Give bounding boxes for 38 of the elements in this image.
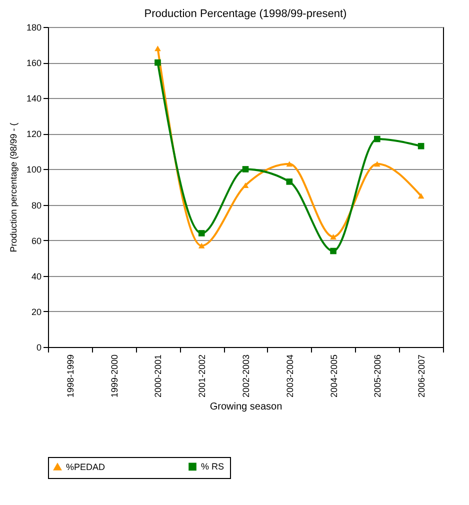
x-tick-label: 1998-1999: [65, 354, 76, 398]
point: [198, 242, 205, 248]
x-tick-label: 2005-2006: [372, 354, 383, 398]
point: [418, 142, 424, 150]
point: [286, 178, 293, 185]
point: [374, 136, 380, 142]
x-tick-label: 2001-2002: [197, 354, 208, 398]
point: [154, 59, 161, 66]
y-tick-label: 0: [36, 342, 42, 352]
chart-title: Production Percentage (1998/99-present): [144, 8, 347, 20]
y-tick-label: 120: [26, 129, 42, 140]
point: [286, 161, 293, 167]
x-axis-title: Growing season: [210, 402, 282, 413]
point: [154, 46, 161, 52]
y-tick-label: 100: [26, 164, 42, 175]
point: [198, 230, 205, 236]
point: [330, 248, 336, 254]
x-tick-label: 2004-2005: [328, 354, 339, 398]
point: [242, 182, 249, 188]
y-tick-label: 180: [26, 22, 42, 32]
y-axis-title: Production percentage (98/99 - (: [8, 122, 18, 252]
x-tick-label: 2003-2004: [284, 354, 295, 398]
y-tick-label: 80: [31, 200, 42, 210]
y-tick-label: 60: [31, 236, 42, 246]
x-tick-label: 2000-2001: [153, 354, 164, 398]
point: [242, 166, 249, 172]
y-tick-label: 40: [31, 271, 42, 282]
point: [374, 161, 380, 167]
y-tick-label: 160: [26, 58, 42, 68]
legend-label: % RS: [201, 462, 224, 472]
x-tick-label: 2002-2003: [241, 354, 251, 398]
x-tick-label: 2006-2007: [416, 354, 427, 398]
x-tick-label: 1999-2000: [109, 354, 120, 398]
y-tick-label: 140: [26, 94, 42, 104]
point: [418, 193, 424, 199]
legend-label: %PEDAD: [66, 462, 106, 472]
point: [330, 234, 336, 240]
y-tick-label: 20: [31, 306, 42, 317]
